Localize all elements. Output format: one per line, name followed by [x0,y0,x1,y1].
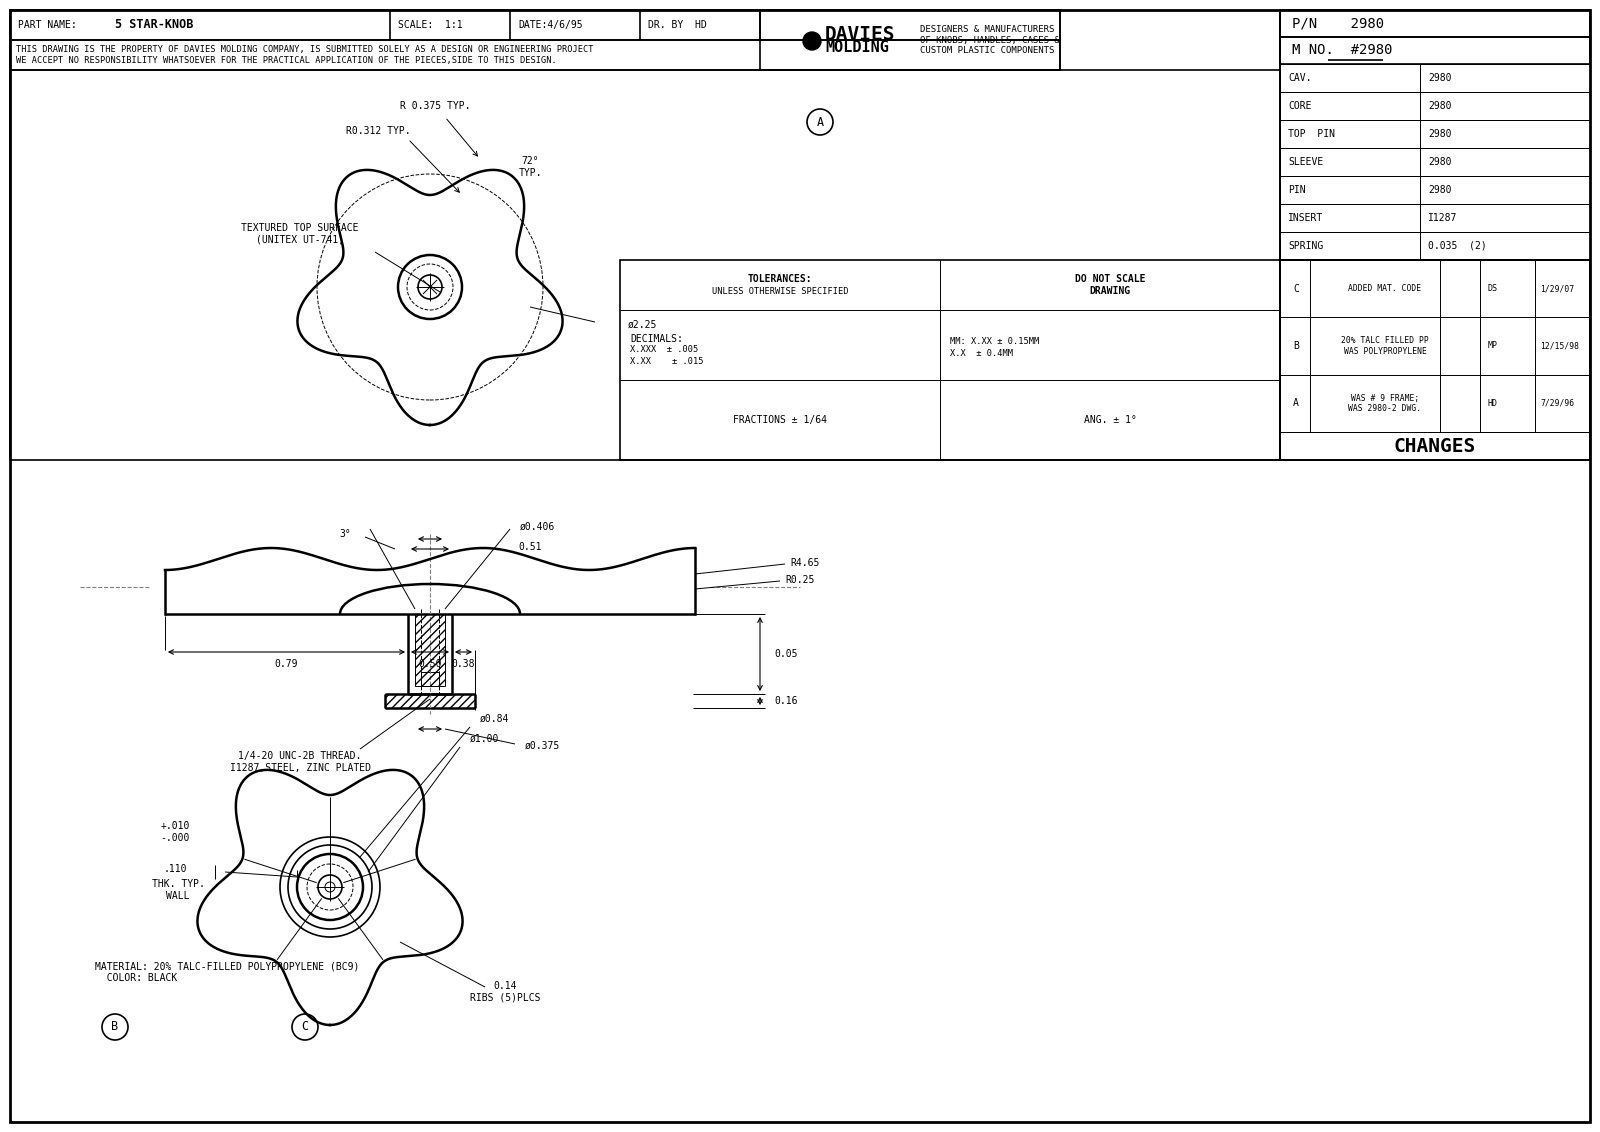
Text: ø1.00: ø1.00 [470,734,499,744]
Text: ADDED MAT. CODE: ADDED MAT. CODE [1349,284,1421,293]
Bar [621,260,1280,460]
Text: DATE:4/6/95: DATE:4/6/95 [518,20,582,31]
Text: 2980: 2980 [1429,101,1451,111]
Text: DS: DS [1488,284,1498,293]
Bar [10,10,1059,40]
Text: MM: X.XX ± 0.15MM: MM: X.XX ± 0.15MM [950,336,1040,345]
Text: 5 STAR-KNOB: 5 STAR-KNOB [115,18,194,32]
Text: WAS # 9 FRAME;
WAS 2980-2 DWG.: WAS # 9 FRAME; WAS 2980-2 DWG. [1349,394,1421,413]
Text: TEXTURED TOP SURFACE
(UNITEX UT-741): TEXTURED TOP SURFACE (UNITEX UT-741) [242,223,358,245]
Bar [760,10,1059,70]
Text: ø0.375: ø0.375 [525,741,560,751]
Text: CAV.: CAV. [1288,72,1312,83]
Text: DAVIES: DAVIES [826,25,896,43]
Bar [1280,232,1590,260]
Text: C: C [301,1021,309,1034]
Text: A: A [816,115,824,129]
Text: R 0.375 TYP.: R 0.375 TYP. [400,101,470,111]
Text: 0.05: 0.05 [774,649,797,659]
Text: DESIGNERS & MANUFACTURERS
OF KNOBS, HANDLES, CASES &
CUSTOM PLASTIC COMPONENTS: DESIGNERS & MANUFACTURERS OF KNOBS, HAND… [920,25,1059,54]
Text: X.X  ± 0.4MM: X.X ± 0.4MM [950,349,1013,358]
Text: MOLDING: MOLDING [826,41,890,55]
Text: R0.25: R0.25 [786,575,814,585]
Text: 0.16: 0.16 [774,696,797,706]
Text: FRACTIONS ± 1/64: FRACTIONS ± 1/64 [733,415,827,424]
Text: X.XXX  ± .005: X.XXX ± .005 [630,345,698,354]
Text: UNLESS OTHERWISE SPECIFIED: UNLESS OTHERWISE SPECIFIED [712,288,848,297]
Text: R0.312 TYP.: R0.312 TYP. [346,126,410,136]
Text: HD: HD [1488,398,1498,408]
Text: B: B [112,1021,118,1034]
Bar [414,614,445,686]
Text: DR. BY  HD: DR. BY HD [648,20,707,31]
Bar [386,694,475,708]
Bar [1280,10,1590,37]
Text: ø0.406: ø0.406 [520,522,555,532]
Bar [1280,260,1590,460]
Text: 0.38: 0.38 [451,659,475,669]
Text: TOP  PIN: TOP PIN [1288,129,1334,139]
Text: PIN: PIN [1288,185,1306,195]
Bar [1280,204,1590,232]
Text: DECIMALS:: DECIMALS: [630,334,683,344]
Text: 20% TALC FILLED PP
WAS POLYPROPYLENE: 20% TALC FILLED PP WAS POLYPROPYLENE [1341,336,1429,355]
Text: 3°: 3° [339,529,350,539]
Text: 0.14
RIBS (5)PLCS: 0.14 RIBS (5)PLCS [470,981,541,1003]
Text: SCALE:  1:1: SCALE: 1:1 [398,20,462,31]
Text: PART NAME:: PART NAME: [18,20,77,31]
Text: B: B [1293,341,1299,351]
Text: 1/4-20 UNC-2B THREAD.
I1287,STEEL, ZINC PLATED: 1/4-20 UNC-2B THREAD. I1287,STEEL, ZINC … [229,752,371,773]
Bar [1280,120,1590,148]
Text: MATERIAL: 20% TALC-FILLED POLYPROPYLENE (BC9)
  COLOR: BLACK: MATERIAL: 20% TALC-FILLED POLYPROPYLENE … [94,961,360,983]
Text: 0.035  (2): 0.035 (2) [1429,241,1486,251]
Text: CORE: CORE [1288,101,1312,111]
Text: 2980: 2980 [1429,157,1451,168]
Bar [1280,92,1590,120]
Text: 12/15/98: 12/15/98 [1539,342,1579,351]
Text: I1287: I1287 [1429,213,1458,223]
Text: TOLERANCES:: TOLERANCES: [747,274,813,284]
Text: 2980: 2980 [1429,185,1451,195]
Text: 0.79: 0.79 [275,659,298,669]
Bar [421,672,438,686]
Bar [1280,65,1590,92]
Text: M NO.  #2980: M NO. #2980 [1293,43,1392,58]
Text: 2980: 2980 [1429,72,1451,83]
Text: C: C [1293,284,1299,293]
Bar [1280,175,1590,204]
Text: A: A [1293,398,1299,409]
Text: SPRING: SPRING [1288,241,1323,251]
Text: ø0.84: ø0.84 [480,714,509,724]
Text: +.010
-.000: +.010 -.000 [160,821,190,843]
Bar [1280,432,1590,460]
Circle shape [803,32,821,50]
Text: X.XX    ± .015: X.XX ± .015 [630,357,704,366]
Text: R4.65: R4.65 [790,558,819,568]
Text: THIS DRAWING IS THE PROPERTY OF DAVIES MOLDING COMPANY, IS SUBMITTED SOLELY AS A: THIS DRAWING IS THE PROPERTY OF DAVIES M… [16,45,594,65]
Text: 1/29/07: 1/29/07 [1539,284,1574,293]
Text: MP: MP [1488,342,1498,351]
Text: .110: .110 [163,864,187,874]
Bar [1280,37,1590,65]
Text: THK. TYP.
WALL: THK. TYP. WALL [152,880,205,901]
Text: CHANGES: CHANGES [1394,437,1477,455]
Text: 72°
TYP.: 72° TYP. [518,156,542,178]
Text: ø2.25: ø2.25 [627,320,658,331]
Bar [1280,148,1590,175]
Text: SLEEVE: SLEEVE [1288,157,1323,168]
Text: INSERT: INSERT [1288,213,1323,223]
Text: ANG. ± 1°: ANG. ± 1° [1083,415,1136,424]
Text: DO NOT SCALE
DRAWING: DO NOT SCALE DRAWING [1075,274,1146,295]
Text: 2980: 2980 [1429,129,1451,139]
Text: 7/29/96: 7/29/96 [1539,398,1574,408]
Text: 0.50: 0.50 [418,659,442,669]
Text: 0.51: 0.51 [518,542,541,552]
Bar [10,40,1059,70]
Text: P/N    2980: P/N 2980 [1293,17,1384,31]
